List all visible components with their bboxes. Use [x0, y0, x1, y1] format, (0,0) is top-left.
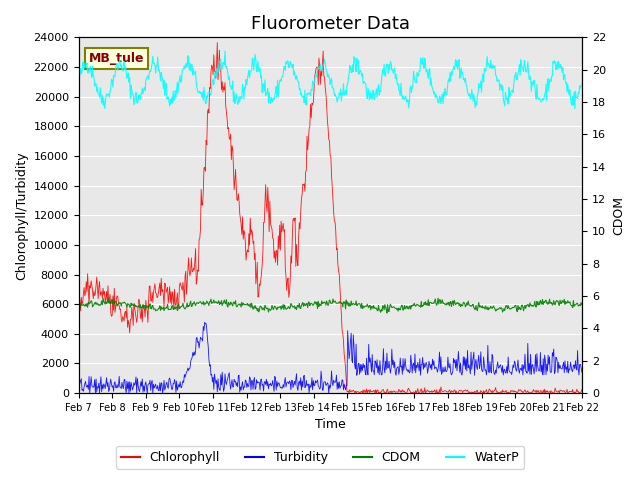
Title: Fluorometer Data: Fluorometer Data [251, 15, 410, 33]
Y-axis label: Chlorophyll/Turbidity: Chlorophyll/Turbidity [15, 151, 28, 279]
Text: MB_tule: MB_tule [88, 52, 144, 65]
Legend: Chlorophyll, Turbidity, CDOM, WaterP: Chlorophyll, Turbidity, CDOM, WaterP [116, 446, 524, 469]
Y-axis label: CDOM: CDOM [612, 196, 625, 235]
X-axis label: Time: Time [315, 419, 346, 432]
